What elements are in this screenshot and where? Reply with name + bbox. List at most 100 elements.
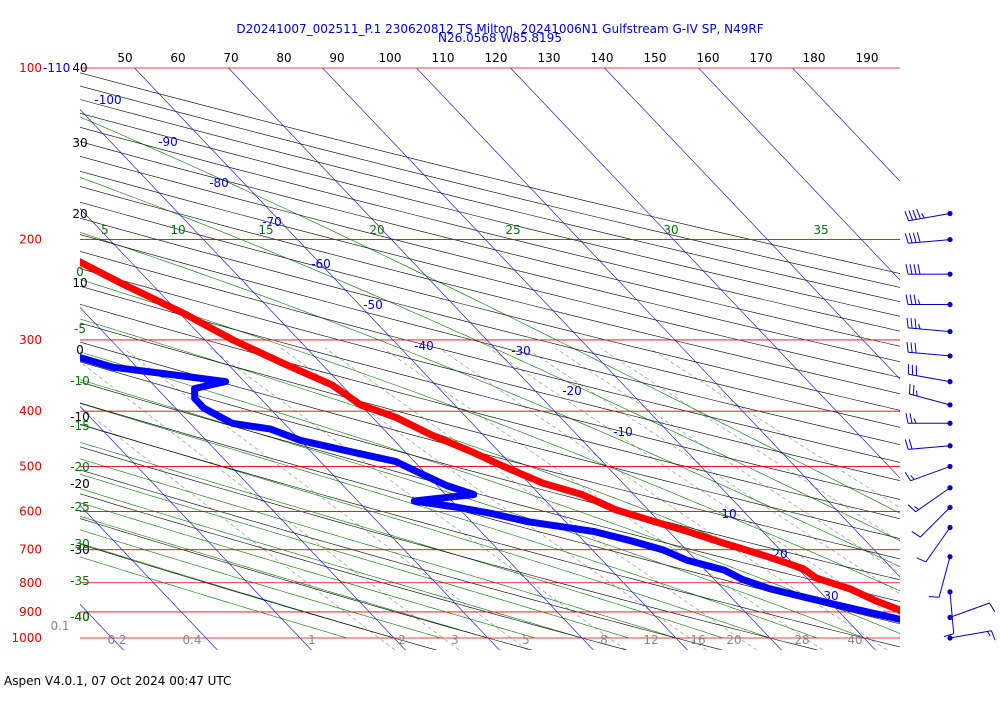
dry-adiabat-line <box>0 42 1000 650</box>
mixing-ratio-line <box>5 348 395 650</box>
moist-adiabat-label: -5 <box>74 322 86 336</box>
dewpoint-profile-point <box>444 483 450 489</box>
temperature-profile-point <box>645 517 651 523</box>
dry-adiabat-line <box>0 42 1000 650</box>
isotherm-label: -60 <box>311 257 331 271</box>
temperature-profile-point <box>719 540 725 546</box>
dry-adiabat-line <box>0 42 1000 650</box>
mixing-ratio-label: 0.2 <box>107 633 126 647</box>
dry-adiabat-line <box>0 42 1000 650</box>
mixing-ratio-label: 3 <box>451 633 459 647</box>
pressure-label: 100 <box>19 61 42 75</box>
pressure-label: 400 <box>19 404 42 418</box>
wind-barb <box>906 295 953 308</box>
mixing-ratio-label: 16 <box>690 633 705 647</box>
dewpoint-profile-point <box>660 547 666 553</box>
celsius-left-label: -20 <box>70 477 90 491</box>
pressure-label: 1000 <box>11 631 42 645</box>
dry-adiabat-line <box>0 42 1000 650</box>
fahrenheit-tick-label: 160 <box>697 51 720 65</box>
dry-adiabat-line <box>0 42 1000 650</box>
fahrenheit-tick-label: 120 <box>485 51 508 65</box>
wind-barb <box>906 413 953 426</box>
pressure-label: 600 <box>19 505 42 519</box>
dewpoint-profile-point <box>169 372 175 378</box>
temperature-profile-point <box>182 311 188 317</box>
pressure-label: 800 <box>19 576 42 590</box>
fahrenheit-tick-label: 110 <box>432 51 455 65</box>
mixing-ratio-label: 2 <box>398 633 406 647</box>
temperature-profile-point <box>814 575 820 581</box>
mixing-ratio-label: 5 <box>522 633 530 647</box>
dry-adiabat-line <box>0 42 1000 650</box>
dewpoint-profile-point <box>876 612 882 618</box>
dewpoint-profile-point <box>471 492 477 498</box>
temperature-profile-point <box>501 463 507 469</box>
dewpoint-profile-point <box>740 577 746 583</box>
temperature-profile-point <box>800 565 806 571</box>
dewpoint-profile-point <box>201 405 207 411</box>
temperature-profile-point <box>940 624 946 630</box>
dry-adiabat-label: 15 <box>258 223 273 237</box>
pressure-label: 500 <box>19 459 42 473</box>
temperature-profile <box>0 184 1000 640</box>
moist-adiabat-label: -25 <box>70 500 90 514</box>
isotherm-label: -40 <box>414 339 434 353</box>
isotherm-label: -30 <box>511 344 531 358</box>
mixing-ratio-line <box>123 348 528 650</box>
temperature-profile-point <box>467 448 473 454</box>
dry-adiabat-line <box>0 42 1000 650</box>
dewpoint-profile-point <box>912 620 918 626</box>
temperature-profile-point <box>685 528 691 534</box>
fahrenheit-tick-label: 180 <box>803 51 826 65</box>
temperature-profile-point <box>4 217 10 223</box>
moist-adiabat-label: -20 <box>70 460 90 474</box>
fahrenheit-tick-label: 100 <box>379 51 402 65</box>
moist-adiabat-label: -30 <box>70 537 90 551</box>
fahrenheit-tick-label: 170 <box>750 51 773 65</box>
dry-adiabat-line <box>0 42 1000 650</box>
dry-adiabat-line <box>0 42 1000 650</box>
dewpoint-profile-point <box>229 420 235 426</box>
dewpoint-profile-point <box>192 396 198 402</box>
dry-adiabat-label: 5 <box>101 223 109 237</box>
dewpoint-profile-point <box>804 595 810 601</box>
isotherm-line <box>16 42 594 650</box>
dewpoint-profile-point <box>268 426 274 432</box>
moist-adiabat-label: -40 <box>70 610 90 624</box>
dry-adiabat-line <box>0 42 1000 650</box>
dry-adiabat-line <box>0 42 1000 650</box>
fahrenheit-tick-label: 70 <box>223 51 238 65</box>
wind-barb <box>907 318 953 334</box>
wind-barb <box>944 589 954 636</box>
fahrenheit-tick-label: 150 <box>644 51 667 65</box>
mixing-ratio-label: 1 <box>308 633 316 647</box>
dewpoint-profile-point <box>223 379 229 385</box>
fahrenheit-tick-label: 60 <box>170 51 185 65</box>
wind-barb <box>917 525 953 562</box>
dry-adiabat-line <box>0 42 1000 650</box>
temperature-profile-point <box>358 402 364 408</box>
dewpoint-profile-point <box>392 458 398 464</box>
isotherm-label: -100 <box>94 93 121 107</box>
mixing-ratio-line <box>601 348 1000 650</box>
temperature-profile-point <box>230 337 236 343</box>
wind-barb <box>905 439 952 449</box>
mixing-ratio-label: 20 <box>726 633 741 647</box>
wind-barb <box>907 342 953 358</box>
wind-barb <box>905 464 952 481</box>
dewpoint-profile-point <box>110 364 116 370</box>
temperature-profile-point <box>540 480 546 486</box>
wind-barb <box>947 603 994 620</box>
mixing-ratio-line <box>325 348 757 650</box>
mixing-ratio-label: 12 <box>643 633 658 647</box>
dewpoint-profile-point <box>418 471 424 477</box>
dewpoint-profile-point <box>525 519 531 525</box>
pressure-label: 300 <box>19 333 42 347</box>
pressure-label: 900 <box>19 605 42 619</box>
wind-barb <box>947 631 995 641</box>
wind-barb <box>909 384 952 408</box>
temperature-profile-point <box>428 432 434 438</box>
dry-adiabat-label: 25 <box>505 223 520 237</box>
